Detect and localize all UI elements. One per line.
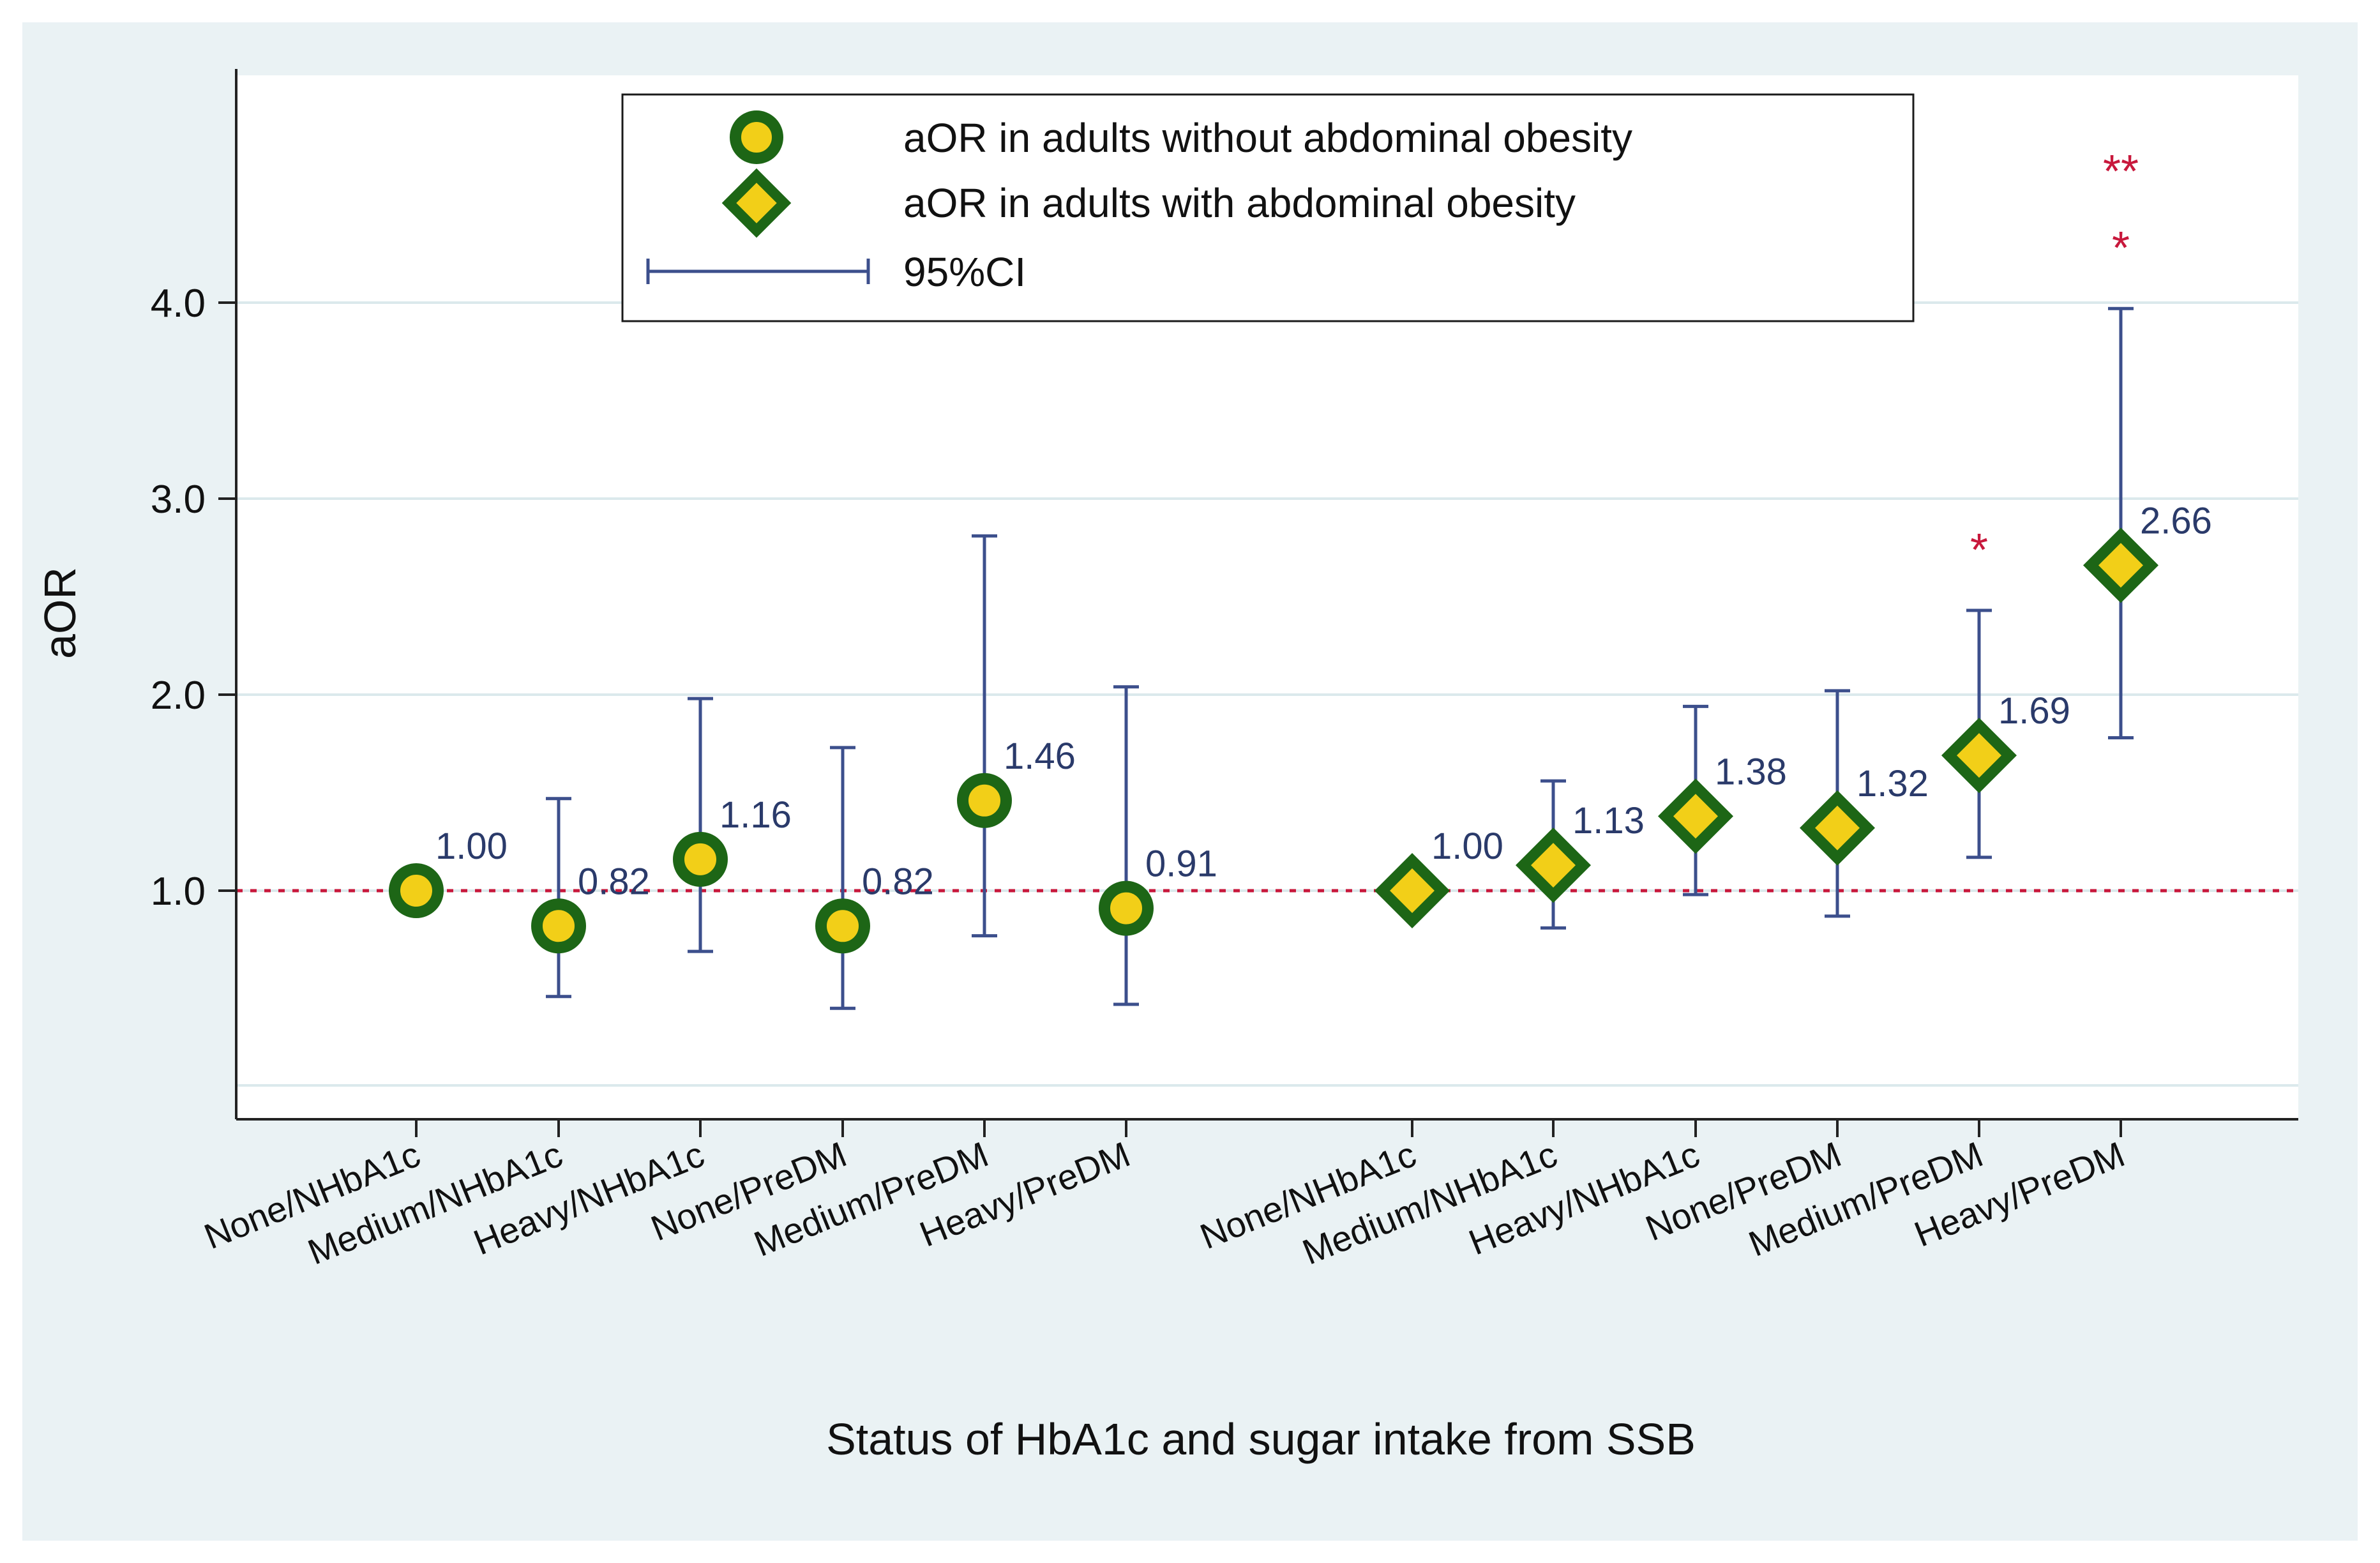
x-axis-title: Status of HbA1c and sugar intake from SS… xyxy=(826,1414,1696,1464)
value-label: 0.82 xyxy=(578,861,650,902)
ci-bar xyxy=(2108,306,2134,740)
circle-marker xyxy=(531,898,586,954)
y-axis-title: aOR xyxy=(35,567,85,659)
data-markers xyxy=(389,527,2159,954)
diamond-marker xyxy=(1515,827,1592,903)
value-label: 1.00 xyxy=(1431,826,1503,867)
diamond-marker xyxy=(1374,852,1450,929)
value-label: 0.82 xyxy=(862,861,934,902)
ci-bar xyxy=(830,746,855,1010)
significance-marker: * xyxy=(1970,525,1988,576)
y-tick-label: 1.0 xyxy=(151,870,206,914)
value-label: 1.13 xyxy=(1572,800,1645,842)
circle-marker xyxy=(673,831,728,887)
diamond-marker xyxy=(1657,778,1734,854)
ci-bar xyxy=(1113,685,1139,1006)
ci-bar xyxy=(546,797,571,999)
value-labels: 1.00 0.82 1.16 0.82 1.46 0.91 1.00 1.13 1.38 1.32… xyxy=(435,500,2212,902)
value-label: 0.91 xyxy=(1145,843,1217,885)
y-tick-label: 2.0 xyxy=(151,674,206,718)
circle-marker xyxy=(389,863,444,918)
diamond-marker xyxy=(2082,527,2159,603)
significance-marker-double: ** xyxy=(2103,146,2139,197)
circle-marker xyxy=(815,898,870,954)
y-axis: 1.0 2.0 3.0 4.0 xyxy=(151,69,237,1119)
legend-diamond-marker xyxy=(721,168,792,238)
legend-box xyxy=(621,93,1915,322)
legend-label-ci: 95%CI xyxy=(903,249,1026,295)
diamond-marker xyxy=(1941,718,2017,794)
value-label: 1.69 xyxy=(1998,690,2070,732)
ci-bar xyxy=(688,697,713,953)
legend: aOR in adults without abdominal obesity … xyxy=(621,93,1915,322)
legend-label-without-obesity: aOR in adults without abdominal obesity xyxy=(903,115,1632,161)
value-label: 1.32 xyxy=(1857,763,1929,804)
value-label: 2.66 xyxy=(2140,500,2212,541)
confidence-intervals xyxy=(546,306,2134,1010)
value-label: 1.38 xyxy=(1715,751,1787,792)
circle-marker xyxy=(1099,880,1154,936)
significance-marker: * xyxy=(2112,223,2130,274)
legend-label-with-obesity: aOR in adults with abdominal obesity xyxy=(903,180,1576,226)
legend-circle-marker xyxy=(730,110,783,164)
y-tick-label: 4.0 xyxy=(151,282,206,326)
value-label: 1.00 xyxy=(435,826,508,867)
legend-ci-marker xyxy=(646,259,870,284)
significance-markers: **** xyxy=(1970,146,2139,576)
circle-marker xyxy=(957,773,1012,828)
ci-bar xyxy=(972,534,997,938)
diamond-marker xyxy=(1799,790,1876,866)
y-tick-label: 3.0 xyxy=(151,478,206,522)
value-label: 1.16 xyxy=(719,794,792,836)
value-label: 1.46 xyxy=(1004,736,1076,777)
